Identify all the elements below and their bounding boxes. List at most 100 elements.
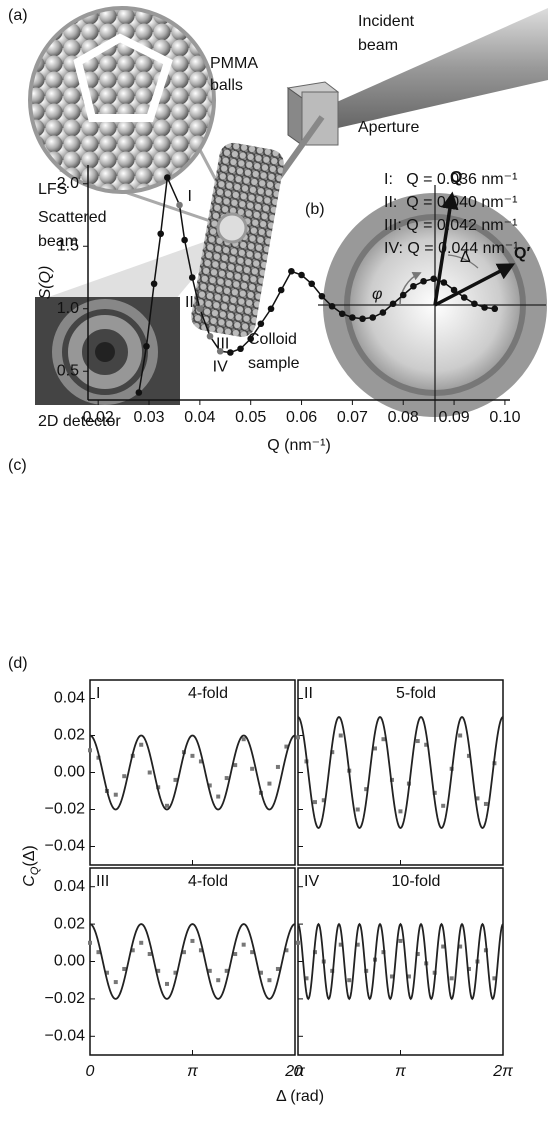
x-axis-label: Δ (rad) <box>276 1088 324 1105</box>
x-tick-label: 0.07 <box>337 409 368 426</box>
data-point <box>379 309 387 316</box>
data-point <box>224 968 229 973</box>
data-point <box>188 274 196 281</box>
plot-frame <box>89 867 296 1056</box>
data-point <box>147 770 152 775</box>
data-point <box>164 803 169 808</box>
data-point <box>190 938 195 943</box>
data-point <box>321 798 326 803</box>
y-axis-label: S(Q) <box>37 266 54 300</box>
label: balls <box>210 77 243 94</box>
x-tick-label: 2π <box>492 1063 513 1080</box>
data-point <box>267 305 275 313</box>
data-point <box>475 796 480 801</box>
data-point <box>241 737 246 742</box>
data-point <box>130 948 135 953</box>
data-point <box>284 744 289 749</box>
x-tick-label: 0.05 <box>235 409 266 426</box>
data-point <box>258 970 263 975</box>
data-point <box>216 978 221 983</box>
y-tick-label: 0.5 <box>57 362 79 379</box>
panel-label: (c) <box>8 457 27 474</box>
data-point <box>330 750 335 755</box>
data-point <box>389 974 394 979</box>
data-point <box>471 300 478 308</box>
data-point <box>173 970 178 975</box>
x-tick-label: 0.09 <box>439 409 470 426</box>
data-point <box>355 807 360 812</box>
y-tick-label: −0.02 <box>45 990 86 1007</box>
data-point <box>88 748 92 753</box>
vector-label: Q <box>450 169 462 186</box>
data-point <box>398 938 403 943</box>
data-point <box>355 942 360 947</box>
label: PMMA <box>210 55 258 72</box>
x-tick-label: 0.08 <box>388 409 419 426</box>
fit-curve <box>297 716 504 829</box>
y-tick-label: 2.0 <box>57 175 79 192</box>
data-point <box>481 304 488 311</box>
x-tick-label: 0.04 <box>184 409 215 426</box>
data-point <box>198 759 203 764</box>
panel-label: I <box>96 685 100 702</box>
data-point <box>364 787 369 792</box>
data-point <box>241 942 246 947</box>
angle-label: φ <box>372 286 382 303</box>
panel-label: IV <box>304 873 319 890</box>
data-point <box>420 277 427 285</box>
data-point <box>150 280 158 288</box>
data-point <box>458 733 463 738</box>
data-point <box>406 974 411 979</box>
data-point <box>449 976 454 981</box>
angle-label: Δ <box>460 249 471 266</box>
data-point <box>398 809 403 814</box>
data-point <box>372 746 377 751</box>
data-point <box>207 783 212 788</box>
data-point <box>288 267 295 275</box>
data-point <box>399 291 407 299</box>
y-tick-label: 0.00 <box>54 953 85 970</box>
illustration-a <box>28 6 548 405</box>
fit-curve <box>89 734 296 811</box>
data-point <box>122 966 127 971</box>
data-point <box>369 314 377 321</box>
data-point <box>196 305 204 313</box>
x-tick-label: 0.06 <box>286 409 317 426</box>
data-point <box>424 742 429 747</box>
data-point <box>206 332 214 340</box>
annotation: I: Q = 0.036 nm⁻¹ <box>384 171 517 188</box>
data-point <box>492 976 497 981</box>
y-tick-label: −0.04 <box>45 838 86 855</box>
label: beam <box>38 233 78 250</box>
data-point <box>296 735 300 740</box>
annotation: III: Q = 0.042 nm⁻¹ <box>384 217 517 234</box>
data-point <box>267 781 272 786</box>
panel-label: III <box>96 873 109 890</box>
data-point <box>237 345 244 353</box>
y-tick-label: 0.04 <box>54 690 85 707</box>
data-point <box>113 792 118 797</box>
x-axis-label: Q (nm⁻¹) <box>267 437 331 454</box>
x-tick-label: 0.02 <box>83 409 114 426</box>
data-point <box>143 342 150 350</box>
data-point <box>458 944 463 949</box>
data-point <box>389 300 397 308</box>
data-point <box>441 803 446 808</box>
y-tick-label: 0.00 <box>54 764 85 781</box>
data-point <box>207 968 212 973</box>
panel-label: (a) <box>8 7 28 24</box>
data-point <box>216 794 221 799</box>
data-point <box>250 766 255 771</box>
data-point <box>318 292 326 300</box>
annotation: II: Q = 0.040 nm⁻¹ <box>384 194 517 211</box>
data-point <box>483 801 488 806</box>
data-point <box>156 968 161 973</box>
plot-frame <box>89 679 296 866</box>
y-tick-label: 0.02 <box>54 915 85 932</box>
data-point <box>139 742 144 747</box>
data-point <box>224 776 229 781</box>
data-point <box>312 800 317 805</box>
data-point <box>359 315 366 323</box>
point-label: I <box>188 188 192 205</box>
